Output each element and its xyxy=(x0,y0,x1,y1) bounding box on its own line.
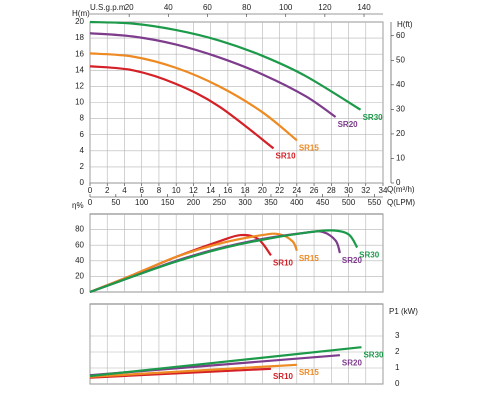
secondary-tick-label: 80 xyxy=(242,3,251,12)
x-tick-label: 2 xyxy=(105,186,110,195)
series-line xyxy=(89,20,362,111)
secondary-tick-label: 40 xyxy=(164,3,173,12)
series-line xyxy=(89,232,298,294)
y2-tick-label: 0 xyxy=(396,178,401,187)
x-tick-label: 16 xyxy=(223,186,232,195)
secondary-tick-label: 300 xyxy=(238,198,252,207)
y-tick-label: 10 xyxy=(75,98,84,107)
x-tick-label: 30 xyxy=(344,186,353,195)
x-tick-label: 26 xyxy=(310,186,319,195)
y-tick-label: 2 xyxy=(80,162,85,171)
series-line xyxy=(89,52,298,142)
x-tick-label: 18 xyxy=(241,186,250,195)
series-label: SR30 xyxy=(359,251,380,260)
secondary-tick-label: 150 xyxy=(161,198,175,207)
x-tick-label: 14 xyxy=(206,186,215,195)
y2-axis-label: H(ft) xyxy=(397,20,413,29)
x-axis-label: Q(m³/h) xyxy=(387,185,415,194)
y-tick-label: 40 xyxy=(75,256,84,265)
y-tick-label: 4 xyxy=(80,146,85,155)
series-line xyxy=(89,65,275,150)
secondary-tick-label: 400 xyxy=(290,198,304,207)
y-tick-label: 0 xyxy=(395,379,400,388)
secondary-tick-label: 500 xyxy=(342,198,356,207)
secondary-axis-label: Q(LPM) xyxy=(387,198,415,207)
secondary-tick-label: 200 xyxy=(187,198,201,207)
y-tick-label: 80 xyxy=(75,225,84,234)
x-tick-label: 24 xyxy=(292,186,301,195)
y-tick-label: 14 xyxy=(75,65,84,74)
x-tick-label: 0 xyxy=(88,186,93,195)
secondary-tick-label: 450 xyxy=(316,198,330,207)
series-label: SR10 xyxy=(273,372,294,381)
y-tick-label: 16 xyxy=(75,49,84,58)
secondary-tick-label: 550 xyxy=(368,198,382,207)
secondary-tick-label: 100 xyxy=(279,3,293,12)
series-label: SR15 xyxy=(299,143,320,152)
y-tick-label: 6 xyxy=(80,130,85,139)
y-tick-label: 0 xyxy=(80,287,85,296)
x-tick-label: 10 xyxy=(172,186,181,195)
series-line xyxy=(89,229,359,294)
x-tick-label: 34 xyxy=(379,186,388,195)
y2-tick-label: 50 xyxy=(396,55,405,64)
x-tick-label: 12 xyxy=(189,186,198,195)
series-label: SR20 xyxy=(342,358,363,367)
series-line xyxy=(89,32,337,118)
secondary-axis-label: U.S.g.p.m xyxy=(90,3,126,12)
series-label: SR30 xyxy=(363,350,384,359)
series-label: SR10 xyxy=(273,258,294,267)
y-tick-label: 20 xyxy=(75,17,84,26)
y-tick-label: 20 xyxy=(75,272,84,281)
y-tick-label: 1 xyxy=(395,363,400,372)
secondary-tick-label: 140 xyxy=(357,3,371,12)
series-label: SR15 xyxy=(299,254,320,263)
y-tick-label: 8 xyxy=(80,114,85,123)
series-label: SR30 xyxy=(363,113,384,122)
secondary-tick-label: 20 xyxy=(125,3,134,12)
y-axis-label: H(m) xyxy=(72,9,90,18)
x-tick-label: 32 xyxy=(361,186,370,195)
y-axis-label: η% xyxy=(72,201,84,210)
x-tick-label: 20 xyxy=(258,186,267,195)
y-tick-label: 18 xyxy=(75,33,84,42)
x-tick-label: 6 xyxy=(139,186,144,195)
series-label: SR10 xyxy=(276,151,297,160)
y2-tick-label: 60 xyxy=(396,31,405,40)
series-line xyxy=(89,363,297,378)
series-label: SR15 xyxy=(299,368,320,377)
y-tick-label: 0 xyxy=(80,178,85,187)
y-axis-label: P1 (kW) xyxy=(389,307,418,316)
y2-tick-label: 40 xyxy=(396,80,405,89)
y2-tick-label: 30 xyxy=(396,104,405,113)
secondary-tick-label: 250 xyxy=(213,198,227,207)
y-tick-label: 2 xyxy=(395,347,400,356)
y2-tick-label: 20 xyxy=(396,129,405,138)
y-tick-label: 3 xyxy=(395,331,400,340)
x-tick-label: 8 xyxy=(157,186,162,195)
series-line xyxy=(89,346,362,378)
series-label: SR20 xyxy=(342,256,363,265)
x-tick-label: 4 xyxy=(122,186,127,195)
x-tick-label: 22 xyxy=(275,186,284,195)
y-tick-label: 60 xyxy=(75,240,84,249)
secondary-tick-label: 120 xyxy=(318,3,332,12)
secondary-tick-label: 0 xyxy=(88,198,93,207)
secondary-tick-label: 100 xyxy=(135,198,149,207)
secondary-tick-label: 50 xyxy=(111,198,120,207)
secondary-tick-label: 60 xyxy=(203,3,212,12)
x-tick-label: 28 xyxy=(327,186,336,195)
series-label: SR20 xyxy=(338,120,359,129)
y2-tick-label: 10 xyxy=(396,154,405,163)
secondary-tick-label: 350 xyxy=(264,198,278,207)
y-tick-label: 12 xyxy=(75,82,84,91)
